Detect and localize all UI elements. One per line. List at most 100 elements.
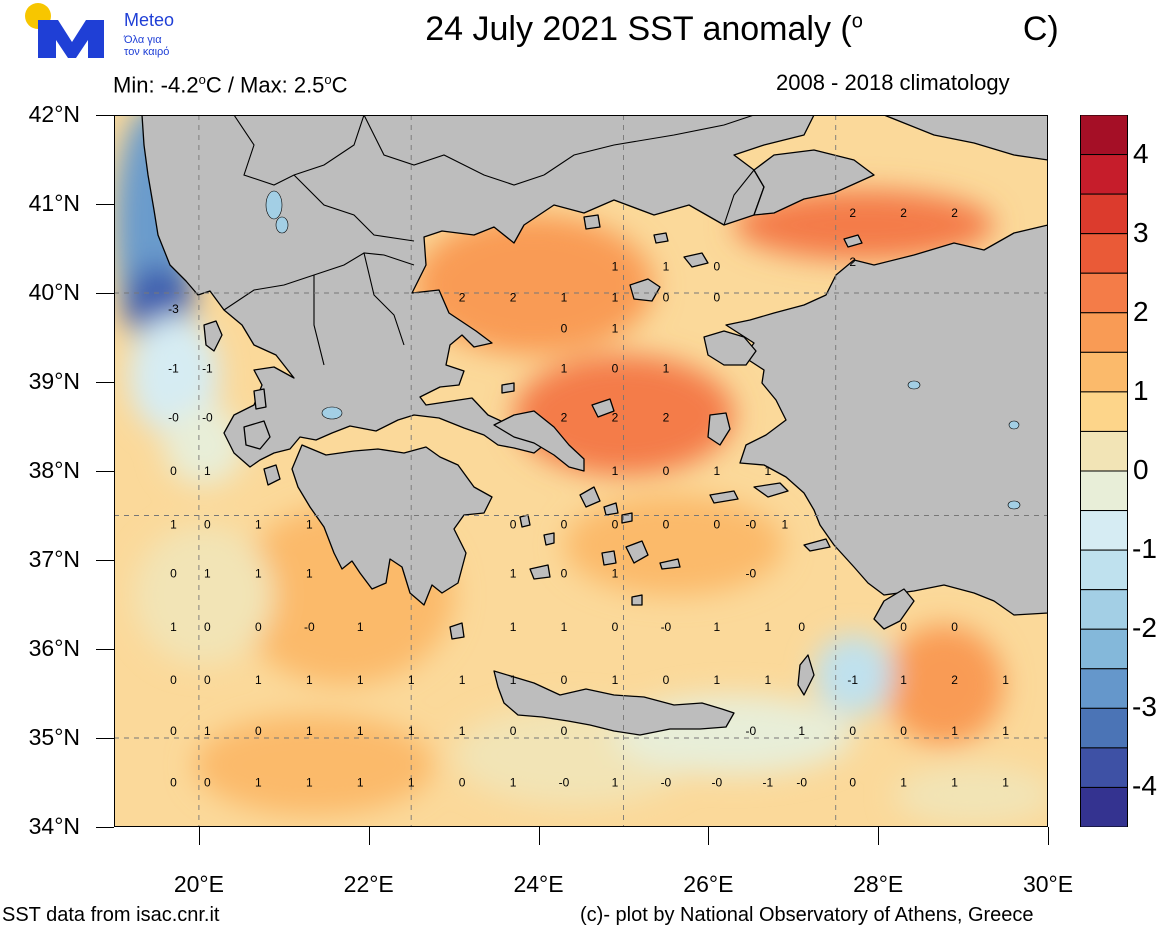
anomaly-value-label: 1 <box>612 290 619 304</box>
anomaly-value-label: 1 <box>764 620 771 634</box>
latitude-label: 35°N <box>28 724 80 750</box>
latitude-label: 36°N <box>28 635 80 661</box>
longitude-label: 28°E <box>853 871 904 897</box>
colorbar-label: 4 <box>1133 137 1149 169</box>
anomaly-value-label: 2 <box>900 206 907 220</box>
anomaly-value-label: 0 <box>459 776 466 790</box>
anomaly-value-label: 1 <box>612 776 619 790</box>
anomaly-value-label: 0 <box>714 517 721 531</box>
latitude-tick <box>96 560 114 561</box>
latitude-label: 37°N <box>28 546 80 572</box>
latitude-tick <box>96 382 114 383</box>
land-ikaria <box>709 490 739 504</box>
anomaly-value-label: 0 <box>663 464 670 478</box>
anomaly-value-label: -1 <box>202 362 213 376</box>
anomaly-value-label: 2 <box>510 290 517 304</box>
colorbar-segment <box>1080 193 1128 235</box>
colorbar-segment <box>1080 115 1128 156</box>
anomaly-value-label: 2 <box>951 206 958 220</box>
colorbar-label: 0 <box>1133 454 1149 485</box>
anomaly-value-label: 1 <box>306 566 313 580</box>
colorbar-label: 1 <box>1133 374 1149 406</box>
land-kythira <box>449 622 465 640</box>
anomaly-value-label: -0 <box>202 411 213 425</box>
land-lemnos <box>629 278 661 302</box>
land-thasos <box>583 214 601 230</box>
anomaly-value-label: -0 <box>745 517 756 531</box>
anomaly-value-label: -0 <box>745 566 756 580</box>
anomaly-value-label: 0 <box>561 724 568 738</box>
land-marmara-island <box>843 234 863 248</box>
anomaly-value-label: 1 <box>1002 724 1009 738</box>
anomaly-value-label: 1 <box>357 724 364 738</box>
land-skyros <box>591 398 615 418</box>
anomaly-value-label: 1 <box>764 673 771 687</box>
longitude-label: 30°E <box>1022 871 1074 897</box>
anomaly-value-label: 0 <box>255 724 262 738</box>
borders <box>223 115 755 366</box>
colorbar <box>1080 115 1128 827</box>
anomaly-value-label: 0 <box>714 259 721 273</box>
land-euboea <box>493 410 585 472</box>
anomaly-value-label: 1 <box>510 776 517 790</box>
anomaly-value-label: 1 <box>714 464 721 478</box>
lakes <box>265 190 1021 510</box>
anomaly-value-label: -1 <box>847 673 858 687</box>
anomaly-value-label: 0 <box>561 673 568 687</box>
land-lesbos <box>703 330 757 366</box>
anomaly-value-label: 0 <box>170 673 177 687</box>
land-crete <box>493 670 735 736</box>
anomaly-value-label: 0 <box>663 673 670 687</box>
colorbar-segment <box>1080 668 1128 709</box>
anomaly-value-label: 0 <box>561 322 568 336</box>
colorbar-label: 3 <box>1133 216 1149 248</box>
anomaly-value-label: 1 <box>408 673 415 687</box>
longitude-label: 24°E <box>513 871 564 897</box>
anomaly-value-label: 1 <box>561 290 568 304</box>
longitude-tick <box>1048 827 1049 845</box>
anomaly-value-label: 1 <box>357 776 364 790</box>
anomaly-value-label: 1 <box>170 620 177 634</box>
plot-credit: (c)- plot by National Observatory of Ath… <box>580 904 1034 926</box>
anomaly-value-label: 1 <box>1002 776 1009 790</box>
anomaly-value-label: 2 <box>951 673 958 687</box>
land-samothrace <box>653 232 669 244</box>
latitude-tick <box>96 204 114 205</box>
gridlines <box>114 115 1048 827</box>
anomaly-value-label: 0 <box>900 620 907 634</box>
anomaly-value-label: -0 <box>661 776 672 790</box>
anomaly-value-label: 1 <box>612 673 619 687</box>
anomaly-value-label: 1 <box>781 517 788 531</box>
anomaly-value-label: 1 <box>255 566 262 580</box>
anomaly-value-label: 0 <box>204 673 211 687</box>
colorbar-segment <box>1080 589 1128 630</box>
land-kos <box>803 538 831 552</box>
anomaly-value-label: 0 <box>663 517 670 531</box>
colorbar-segment <box>1080 312 1128 353</box>
latitude-label: 42°N <box>28 101 80 127</box>
min-max-text: Min: -4.2oC / Max: 2.5oC <box>113 72 348 98</box>
anomaly-value-label: -3 <box>168 302 179 316</box>
land-thrace <box>753 149 875 216</box>
anomaly-value-label: 0 <box>510 724 517 738</box>
anomaly-field <box>114 115 1048 825</box>
anomaly-value-label: 1 <box>714 673 721 687</box>
anomaly-value-label: 2 <box>849 206 856 220</box>
colorbar-label: 2 <box>1133 295 1149 327</box>
land-balkans <box>141 115 1048 468</box>
longitude-tick <box>878 827 880 845</box>
sst-anomaly-map: -3 -1 -1 -0 -0 0 1 1 0 1 1 0 1 1 1 1 0 0 -0 1 0 0 1 1 1 1 1 1 0 1 0 1 1 -… <box>114 115 1048 827</box>
anomaly-value-label: 0 <box>204 517 211 531</box>
land-santorini <box>631 594 643 606</box>
latitude-tick <box>96 115 114 116</box>
anomaly-value-label: 2 <box>849 255 856 269</box>
colorbar-segment <box>1080 786 1128 827</box>
anomaly-value-label: 0 <box>255 620 262 634</box>
anomaly-value-label: 0 <box>951 620 958 634</box>
anomaly-value-label: 1 <box>510 673 517 687</box>
anomaly-value-label: 1 <box>612 464 619 478</box>
logo-tagline-2: τον καιρό <box>124 46 170 58</box>
anomaly-labels: -3 -1 -1 -0 -0 0 1 1 0 1 1 0 1 1 1 1 0 0 -0 1 0 0 1 1 1 1 1 1 0 1 0 1 1 -… <box>168 206 1009 790</box>
anomaly-value-label: 1 <box>510 566 517 580</box>
anomaly-value-label: 0 <box>612 517 619 531</box>
